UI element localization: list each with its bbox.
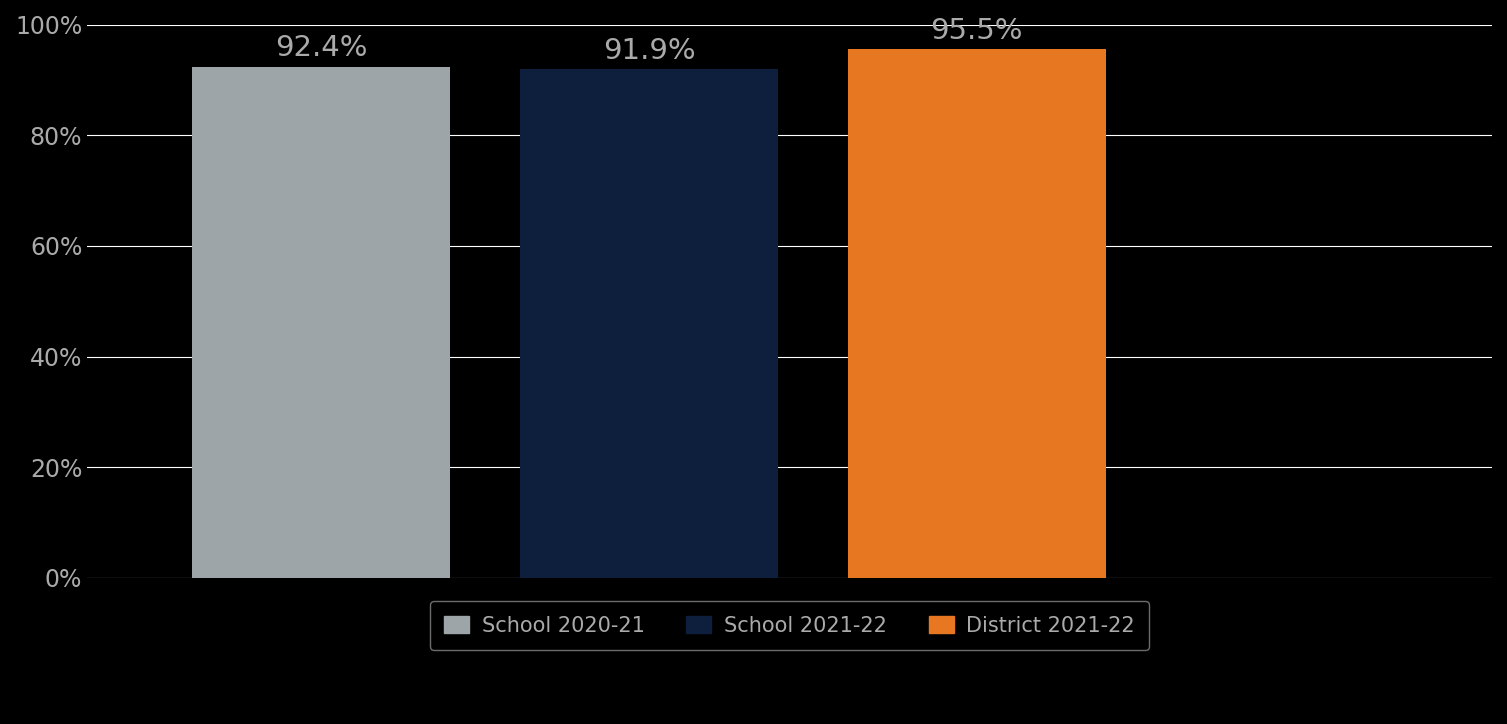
Text: 95.5%: 95.5% (931, 17, 1023, 45)
Text: 91.9%: 91.9% (603, 37, 695, 65)
Bar (520, 70, 778, 578)
Bar (848, 49, 1106, 578)
Text: 92.4%: 92.4% (274, 34, 368, 62)
Bar (193, 67, 451, 578)
Legend: School 2020-21, School 2021-22, District 2021-22: School 2020-21, School 2021-22, District… (429, 602, 1150, 650)
